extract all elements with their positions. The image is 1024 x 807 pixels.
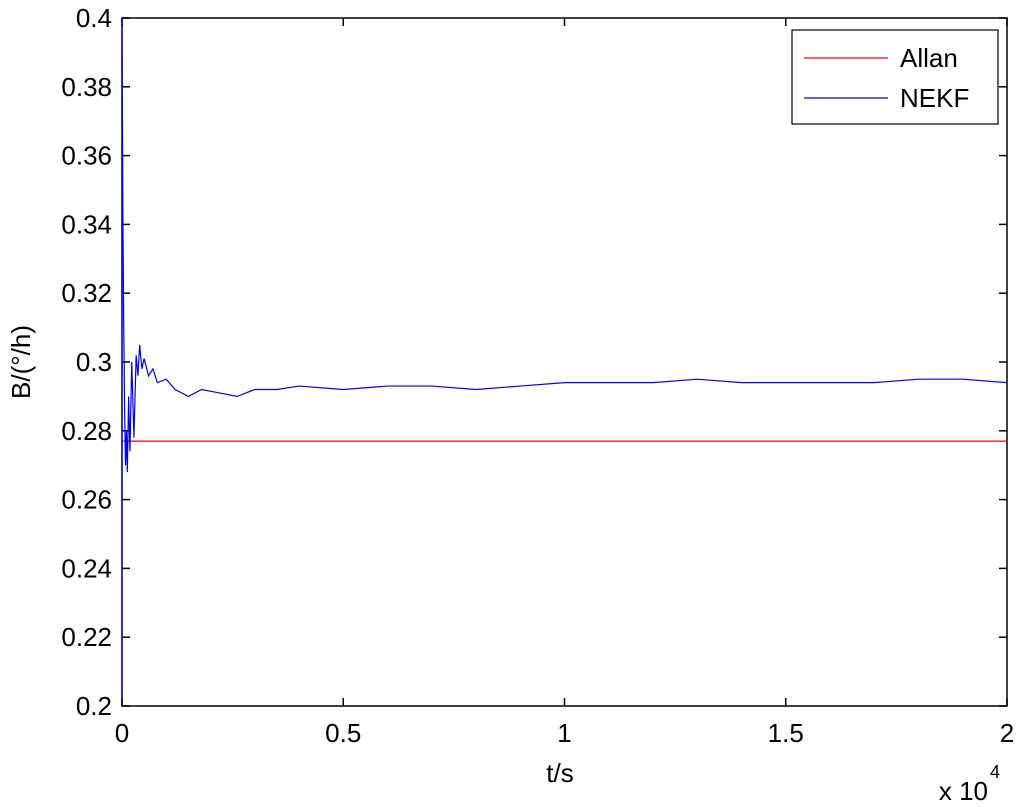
x-tick-label: 1 <box>557 718 571 748</box>
y-tick-label: 0.38 <box>61 72 112 102</box>
series-line <box>121 17 1008 700</box>
x-tick-label: 0.5 <box>325 718 361 748</box>
legend-box <box>791 29 999 125</box>
y-tick-label: 0.24 <box>61 553 112 583</box>
y-tick-label: 0.2 <box>76 691 112 721</box>
x-tick-label: 1.5 <box>768 718 804 748</box>
y-tick-label: 0.32 <box>61 278 112 308</box>
legend-label: Allan <box>900 43 958 73</box>
y-tick-label: 0.34 <box>61 209 112 239</box>
y-tick-label: 0.22 <box>61 622 112 652</box>
y-axis-label: B/(°/h) <box>6 325 36 399</box>
y-tick-label: 0.4 <box>76 3 112 33</box>
x-tick-label: 2 <box>1000 718 1014 748</box>
x-multiplier-exponent: 4 <box>990 762 1000 782</box>
y-tick-label: 0.26 <box>61 485 112 515</box>
y-tick-label: 0.3 <box>76 347 112 377</box>
y-tick-label: 0.36 <box>61 141 112 171</box>
x-multiplier: x 10 <box>939 776 988 806</box>
x-axis-label: t/s <box>546 758 573 788</box>
y-tick-label: 0.28 <box>61 416 112 446</box>
x-tick-label: 0 <box>115 718 129 748</box>
legend-label: NEKF <box>900 83 969 113</box>
